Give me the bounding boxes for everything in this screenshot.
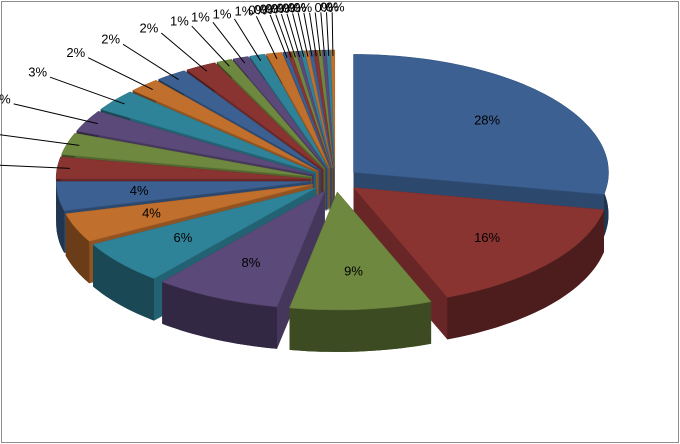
slice-side [93,244,154,321]
data-label: 0% [260,2,279,17]
leader-line [297,13,309,57]
pie [55,49,609,352]
data-label: 9% [344,263,363,278]
slice-top [65,184,313,242]
leader-line [331,12,334,56]
data-label: 2% [66,45,85,60]
slice-top [161,190,326,308]
data-label: 16% [474,230,500,245]
data-label: 3% [0,91,11,106]
leader-line [280,13,296,58]
data-label: 8% [242,255,261,270]
data-label: 0% [320,0,339,15]
data-label: 0% [314,0,333,15]
slice-top [289,191,432,311]
leader-line [0,164,70,169]
leader-line [160,32,208,72]
data-label: 3% [28,65,47,80]
leader-line [320,12,326,57]
slice-side [65,213,90,284]
data-label: 1% [235,4,254,19]
slice-top [353,54,609,195]
data-label: 1% [213,6,232,21]
data-label: 0% [276,1,295,16]
data-label: 6% [174,230,193,245]
leader-line [49,76,125,105]
leader-line [275,14,292,58]
data-label: 0% [248,2,267,17]
leader-line [255,16,278,60]
data-label: 0% [288,0,307,15]
data-label: 0% [254,2,273,17]
data-label: 0% [293,0,312,15]
data-label: 0% [271,1,290,16]
leader-line [314,12,321,57]
leader-line [292,13,305,57]
leader-line [286,13,301,58]
data-label: 1% [191,10,210,25]
data-label: 0% [265,1,284,16]
slice-top [352,187,605,298]
leader-line [13,103,98,125]
leader-line [191,25,230,67]
leader-line [122,43,179,81]
leader-line [326,12,330,56]
data-label: 1% [170,13,189,28]
leader-line [233,18,262,62]
leader-line [212,21,246,64]
data-label: 4% [142,205,161,220]
labels: 28%16%9%8%6%4%4%3%3%3%3%2%2%2%1%1%1%1%0%… [0,0,501,278]
slice-side [162,281,277,349]
slice-top [55,181,312,212]
data-label: 2% [139,20,158,35]
data-label: 4% [130,183,149,198]
leader-line [303,12,313,57]
leader-line [87,57,153,90]
leader-line [309,12,317,57]
leader-line [269,14,288,59]
slice-top [92,187,317,279]
data-label: 28% [474,113,500,128]
leader-line [0,134,80,146]
slice-side [289,301,432,352]
slice-side [447,209,604,340]
data-label: 2% [101,32,120,47]
slice-side [56,181,65,253]
data-label: 0% [326,0,345,15]
data-label: 0% [282,0,301,15]
